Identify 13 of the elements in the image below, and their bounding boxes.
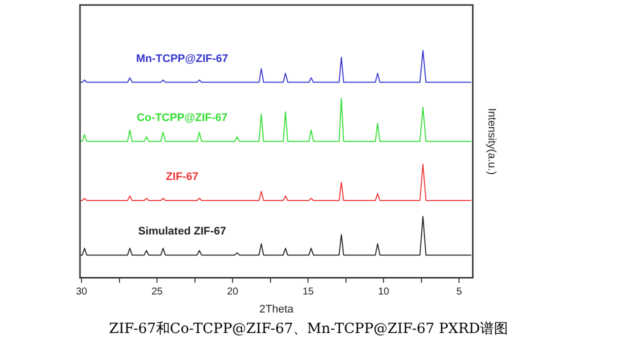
series-label: Co-TCPP@ZIF-67 — [136, 112, 228, 124]
text: ZIF-67和Co-TCPP@ZIF-67、Mn-TCPP@ZIF-67 PXRD谱图 — [108, 320, 509, 338]
series-label: Mn-TCPP@ZIF-67 — [136, 52, 228, 65]
x-tick-label: 10 — [378, 286, 390, 298]
series-label: Simulated ZIF-67 — [138, 226, 226, 238]
x-tick-label: 5 — [456, 286, 462, 298]
y-axis-title: Intensity(a.u.) — [485, 108, 498, 175]
series-label: ZIF-67 — [166, 171, 198, 184]
x-tick-label: 20 — [227, 286, 239, 298]
x-tick-label: 15 — [302, 286, 314, 298]
x-tick-label: 25 — [151, 286, 164, 298]
x-axis-title: 2Theta — [259, 303, 294, 316]
x-tick-label: 30 — [76, 286, 88, 298]
